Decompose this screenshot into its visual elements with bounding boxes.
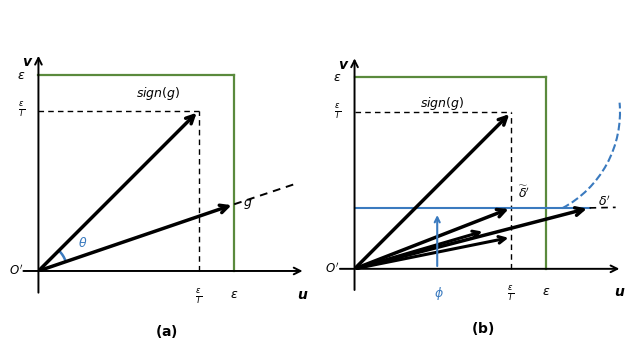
Text: $O'$: $O'$ bbox=[325, 261, 339, 276]
Text: $\frac{\epsilon}{T}$: $\frac{\epsilon}{T}$ bbox=[195, 288, 202, 307]
Text: $\frac{\epsilon}{T}$: $\frac{\epsilon}{T}$ bbox=[334, 103, 342, 122]
Text: $\widetilde{\delta}'$: $\widetilde{\delta}'$ bbox=[518, 185, 530, 201]
Text: $\mathbf{(a)}$: $\mathbf{(a)}$ bbox=[155, 323, 178, 340]
Text: $\epsilon$: $\epsilon$ bbox=[17, 69, 25, 82]
Text: $O'$: $O'$ bbox=[8, 264, 23, 278]
Text: $\epsilon$: $\epsilon$ bbox=[333, 71, 342, 84]
Text: $\boldsymbol{u}$: $\boldsymbol{u}$ bbox=[614, 285, 626, 299]
Text: $\mathbf{(b)}$: $\mathbf{(b)}$ bbox=[471, 320, 495, 337]
Text: $\frac{\epsilon}{T}$: $\frac{\epsilon}{T}$ bbox=[17, 101, 25, 120]
Text: $sign(g)$: $sign(g)$ bbox=[136, 85, 180, 102]
Text: $\delta'$: $\delta'$ bbox=[598, 194, 611, 208]
Text: $\theta$: $\theta$ bbox=[78, 236, 88, 250]
Text: $\boldsymbol{u}$: $\boldsymbol{u}$ bbox=[298, 288, 309, 302]
Text: $\phi$: $\phi$ bbox=[435, 285, 444, 302]
Text: $\boldsymbol{v}$: $\boldsymbol{v}$ bbox=[22, 55, 33, 69]
Text: $sign(g)$: $sign(g)$ bbox=[420, 95, 464, 112]
Text: $\epsilon$: $\epsilon$ bbox=[230, 288, 238, 301]
Text: $\frac{\epsilon}{T}$: $\frac{\epsilon}{T}$ bbox=[508, 285, 515, 304]
Text: $\boldsymbol{v}$: $\boldsymbol{v}$ bbox=[338, 58, 349, 72]
Text: $\epsilon$: $\epsilon$ bbox=[542, 285, 550, 298]
Text: $g$: $g$ bbox=[243, 197, 253, 211]
